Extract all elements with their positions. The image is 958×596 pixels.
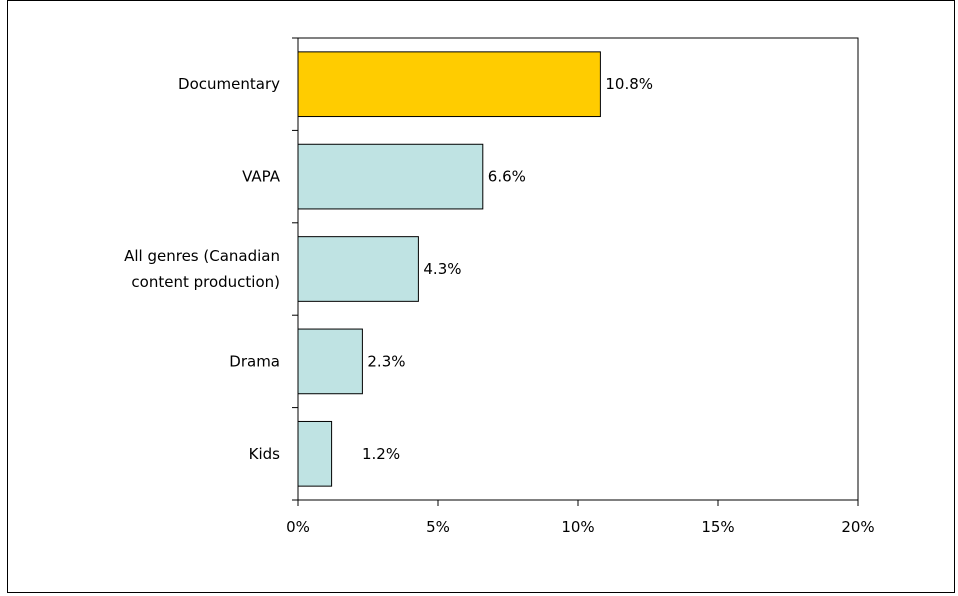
- data-label: 10.8%: [605, 75, 653, 93]
- bar: [297, 236, 419, 302]
- bar: [297, 143, 484, 210]
- bar: [297, 328, 363, 395]
- axis-layer: 0% 5% 10% 15% 20%: [286, 37, 875, 536]
- category-label: VAPA: [242, 168, 281, 186]
- data-label: 2.3%: [367, 352, 405, 370]
- bars-layer: [297, 51, 601, 487]
- x-tick-label: 10%: [561, 518, 594, 536]
- data-label: 1.2%: [362, 445, 400, 463]
- x-tick-label: 0%: [286, 518, 310, 536]
- category-label: Documentary: [178, 75, 280, 93]
- data-label: 6.6%: [488, 168, 526, 186]
- x-tick-label: 15%: [701, 518, 734, 536]
- x-tick-label: 20%: [841, 518, 874, 536]
- category-label: Drama: [229, 352, 280, 370]
- bar: [297, 420, 333, 487]
- bar: [297, 51, 601, 118]
- category-label: content production): [131, 273, 280, 291]
- category-label: All genres (Canadian: [124, 247, 280, 265]
- x-tick-label: 5%: [426, 518, 450, 536]
- data-label: 4.3%: [423, 260, 461, 278]
- category-label: Kids: [249, 445, 281, 463]
- labels-layer: Documentary 10.8% VAPA 6.6% All genres (Cana…: [124, 75, 653, 463]
